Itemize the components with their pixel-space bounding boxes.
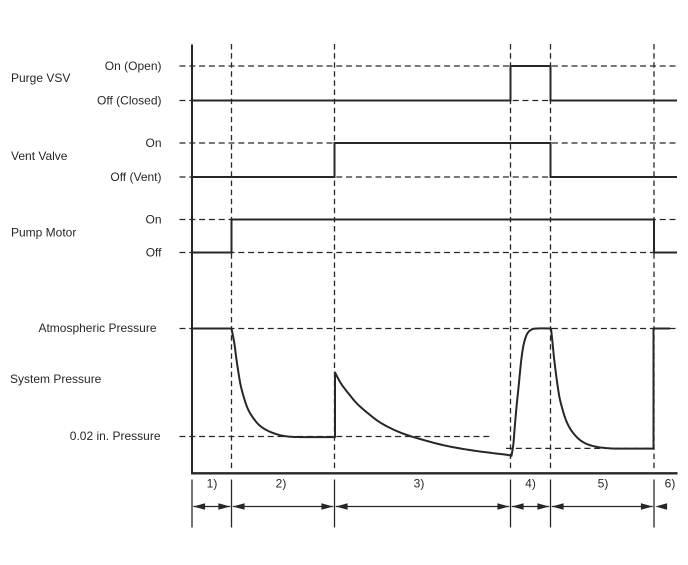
svg-text:3): 3)	[414, 477, 425, 491]
svg-text:4): 4)	[525, 477, 536, 491]
svg-text:On (Open): On (Open)	[105, 59, 162, 73]
svg-text:0.02 in. Pressure: 0.02 in. Pressure	[70, 429, 161, 443]
svg-text:5): 5)	[598, 477, 609, 491]
svg-text:Purge VSV: Purge VSV	[11, 71, 70, 85]
svg-text:Atmospheric Pressure: Atmospheric Pressure	[38, 321, 156, 335]
svg-text:6): 6)	[665, 477, 676, 491]
svg-text:Off: Off	[146, 246, 162, 260]
svg-text:Off (Closed): Off (Closed)	[97, 93, 161, 107]
svg-text:On: On	[145, 136, 161, 150]
svg-text:Pump Motor: Pump Motor	[11, 225, 76, 239]
svg-text:Vent Valve: Vent Valve	[11, 149, 68, 163]
svg-text:System Pressure: System Pressure	[10, 372, 102, 386]
svg-text:Off (Vent): Off (Vent)	[110, 170, 161, 184]
svg-text:2): 2)	[276, 477, 287, 491]
svg-text:On: On	[145, 213, 161, 227]
svg-text:1): 1)	[207, 477, 218, 491]
